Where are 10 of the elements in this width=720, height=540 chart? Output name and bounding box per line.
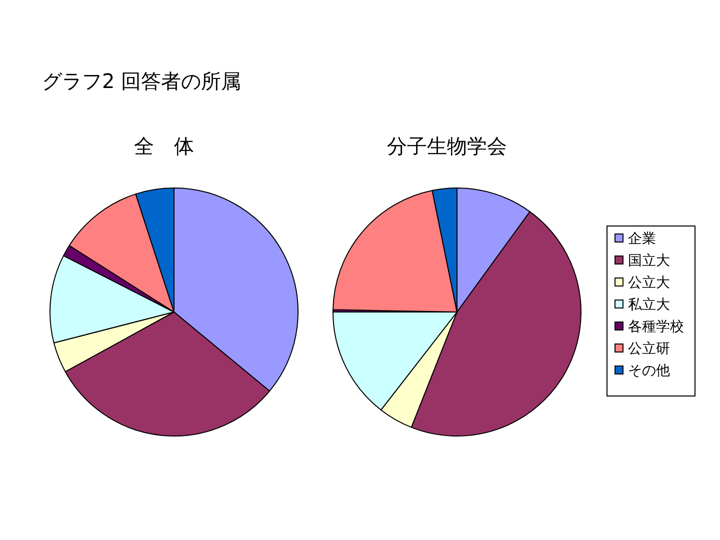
- slice-label: 分子生物学会: [387, 134, 507, 158]
- legend-label: 国立大: [628, 253, 670, 269]
- slice-label: 全 体: [134, 134, 194, 158]
- chart-title: グラフ2 回答者の所属: [42, 69, 242, 93]
- legend-label: 私立大: [628, 297, 670, 313]
- legend-label: 各種学校: [628, 319, 684, 335]
- legend-label: 公立研: [628, 341, 670, 357]
- legend-label: 公立大: [628, 275, 670, 291]
- legend-label: その他: [628, 363, 670, 379]
- legend-label: 企業: [628, 231, 656, 247]
